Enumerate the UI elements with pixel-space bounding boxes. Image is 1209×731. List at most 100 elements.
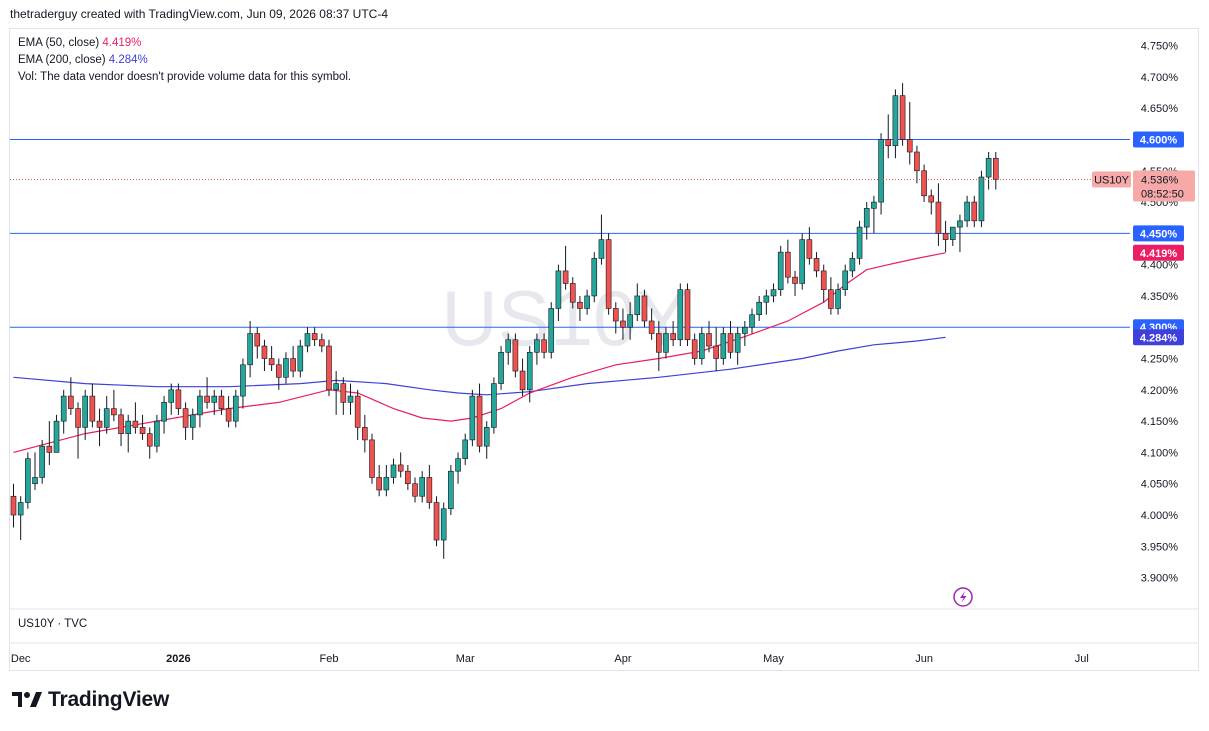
candle [340,377,347,415]
countdown-text: 08:52:50 [1141,189,1184,201]
candle [612,302,619,334]
candle [17,496,24,541]
candle-body [154,420,160,447]
candle-body [469,395,476,441]
candle [240,358,246,409]
candle [32,452,38,490]
x-tick-label: Dec [11,653,31,665]
candle [957,214,963,253]
time-axis[interactable]: Dec 2026 Feb Mar Apr May Jun Jul [11,653,1089,665]
candle-body [949,226,956,240]
legend-ema50[interactable]: EMA (50, close) 4.419% [18,35,351,52]
y-tick-label: 4.150% [1141,416,1179,428]
y-tick-label: 4.400% [1141,260,1179,272]
candle [132,402,139,434]
candle-body [985,157,992,178]
ema-tag-0-text: 4.419% [1140,248,1178,260]
candle [189,408,196,440]
candle [483,421,490,459]
candle [792,270,798,296]
candle [261,339,268,372]
candle-body [311,333,318,341]
candle [849,252,856,278]
candle-body [849,258,856,272]
candle-body [204,395,210,403]
candle [799,233,806,290]
candle-body [182,408,189,428]
candle [885,114,892,159]
candle [584,289,590,315]
y-tick-label: 3.950% [1141,541,1179,553]
candle-body [412,483,418,497]
tradingview-brand[interactable]: TradingView [12,688,169,712]
candle-body [935,201,942,234]
candle [820,264,827,303]
candle [763,289,770,315]
candle-body [10,495,17,516]
ema-tag-0-bg [1133,244,1184,261]
candle-body [254,333,261,347]
candle [655,320,662,372]
candle [247,320,253,378]
candle-body [426,477,433,503]
candle-body [555,270,562,309]
candle [591,252,598,303]
chart-header: thetraderguy created with TradingView.co… [10,7,388,21]
candle [347,383,354,415]
candle-body [383,477,390,491]
candle [254,327,261,359]
candle [828,277,834,315]
y-tick-label: 4.650% [1141,103,1179,115]
candle-body [526,351,533,391]
symbol-watermark: US10Y [441,274,688,362]
legend-ema50-label: EMA (50, close) [18,37,100,49]
candle-body [397,464,404,472]
candle [383,464,390,497]
candle-body [39,445,45,478]
candle-body [799,239,806,284]
candle [949,226,956,246]
candle [39,439,45,484]
candle-body [928,195,935,203]
candle [598,214,605,265]
candle [354,389,361,440]
candle [433,496,440,547]
candle-body [655,333,662,353]
candle-body [942,233,949,240]
candle [713,327,719,372]
candle-body [326,345,332,391]
candle-body [476,395,483,447]
candle-body [448,470,454,510]
candle-body [275,364,282,378]
candle [469,389,476,447]
candle-body [598,239,605,259]
candle [175,383,182,415]
candle [161,396,167,434]
candle-body [161,402,167,422]
candle [68,377,74,415]
current-price-text: 4.536% [1141,175,1179,187]
candle [319,333,325,353]
candle [297,339,304,378]
candle-body [32,477,38,485]
candle [928,189,935,215]
legend-ema200-label: EMA (200, close) [18,54,106,66]
candle-body [584,295,590,309]
candle-body [641,295,648,322]
x-tick-label: Jun [915,653,933,665]
legend-ema200[interactable]: EMA (200, close) 4.284% [18,52,351,69]
candle [555,264,562,321]
candle-body [978,176,985,222]
candle [75,402,81,459]
tradingview-logo-icon [12,692,42,707]
candle [942,220,949,253]
candle [684,283,691,347]
candle [871,195,877,234]
price-axis[interactable]: 3.900% 3.950% 4.000% 4.050% 4.100% 4.150% 4.20… [1141,41,1179,585]
candle-body [89,395,96,422]
lightning-icon[interactable] [953,587,973,607]
hline-tag-0-bg [1133,131,1184,148]
candle [232,389,239,428]
candle-body [921,170,927,197]
